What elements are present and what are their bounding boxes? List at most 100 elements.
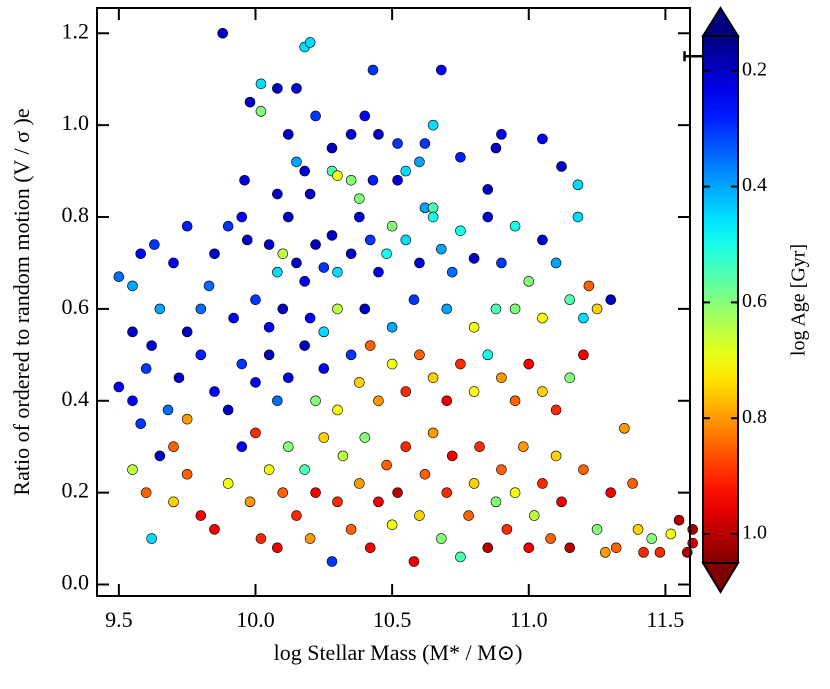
point xyxy=(496,257,507,269)
point xyxy=(419,468,431,480)
point xyxy=(291,510,302,521)
point xyxy=(162,404,174,416)
point xyxy=(359,110,371,122)
point xyxy=(496,129,507,140)
point xyxy=(310,395,321,407)
colorbar-tick-label: 0.8 xyxy=(742,406,767,428)
point xyxy=(446,266,458,278)
point xyxy=(304,312,316,324)
point xyxy=(578,349,589,361)
point xyxy=(127,280,138,292)
point xyxy=(228,312,239,324)
point xyxy=(632,524,644,535)
point xyxy=(272,542,283,554)
y-axis-label: Ratio of ordered to random motion (V / σ… xyxy=(9,108,34,495)
point xyxy=(217,27,229,39)
point xyxy=(414,349,425,361)
point xyxy=(168,257,179,269)
point xyxy=(345,174,357,186)
point xyxy=(496,372,507,384)
point xyxy=(386,321,398,333)
point xyxy=(299,464,310,475)
colorbar-label: log Age [Gyr] xyxy=(788,244,810,356)
point xyxy=(272,83,283,94)
point xyxy=(236,211,248,223)
point xyxy=(154,303,166,315)
point xyxy=(337,450,349,462)
point xyxy=(496,464,507,475)
colorbar-top-arrow xyxy=(701,6,740,37)
point xyxy=(474,441,485,453)
point xyxy=(168,496,179,508)
point xyxy=(299,340,310,351)
point xyxy=(501,524,513,535)
point xyxy=(392,174,403,186)
point xyxy=(236,358,248,370)
point xyxy=(263,349,275,361)
point xyxy=(419,138,431,149)
point xyxy=(354,193,365,204)
point xyxy=(373,496,384,508)
colorbar-frame xyxy=(702,35,739,564)
point xyxy=(414,510,425,521)
point xyxy=(509,487,521,498)
point xyxy=(619,423,630,434)
x-axis-label: log Stellar Mass (M* / M⊙) xyxy=(274,640,523,665)
point xyxy=(326,230,338,241)
point xyxy=(627,478,638,489)
point xyxy=(455,358,466,370)
point xyxy=(250,294,261,306)
x-tick-label: 10.0 xyxy=(236,607,275,632)
point xyxy=(332,496,343,508)
point xyxy=(299,165,310,177)
point xyxy=(537,478,548,489)
y-tick-label: 0.4 xyxy=(62,386,90,411)
plot-frame xyxy=(96,7,691,597)
point xyxy=(646,533,658,544)
point xyxy=(113,271,125,283)
colorbar-tick-label: 1.0 xyxy=(742,522,767,544)
point xyxy=(392,138,403,149)
point xyxy=(291,156,302,168)
point xyxy=(523,358,535,370)
point xyxy=(364,234,376,246)
point xyxy=(354,377,365,388)
point xyxy=(255,78,267,90)
point xyxy=(127,395,138,407)
point xyxy=(605,294,617,306)
point xyxy=(154,450,166,462)
point xyxy=(599,547,611,558)
point xyxy=(272,266,283,278)
point xyxy=(400,441,412,453)
point xyxy=(332,170,343,181)
point xyxy=(181,413,193,425)
point xyxy=(408,294,420,306)
point xyxy=(127,464,138,475)
y-tick-label: 0.0 xyxy=(62,570,90,595)
point xyxy=(441,303,453,315)
point xyxy=(263,239,275,250)
x-tick-label: 9.5 xyxy=(105,607,133,632)
point xyxy=(414,156,425,168)
axes: 9.5 10.0 10.5 11.0 11.5 0.0 0.2 0.4 0.6 0.8 1.0 1.2… xyxy=(62,6,767,632)
point xyxy=(146,340,157,351)
point xyxy=(149,239,160,250)
point xyxy=(168,441,179,453)
point xyxy=(359,432,371,443)
point xyxy=(436,243,447,255)
point xyxy=(482,349,494,361)
y-tick-label: 0.2 xyxy=(62,478,90,503)
point xyxy=(591,524,603,535)
point xyxy=(638,547,649,558)
point xyxy=(386,519,398,531)
point xyxy=(482,542,494,554)
point xyxy=(318,326,330,338)
point xyxy=(468,478,480,489)
point xyxy=(250,427,261,439)
point xyxy=(654,547,666,558)
point xyxy=(427,119,439,131)
point xyxy=(332,266,343,278)
point xyxy=(400,234,412,246)
point xyxy=(195,303,207,315)
